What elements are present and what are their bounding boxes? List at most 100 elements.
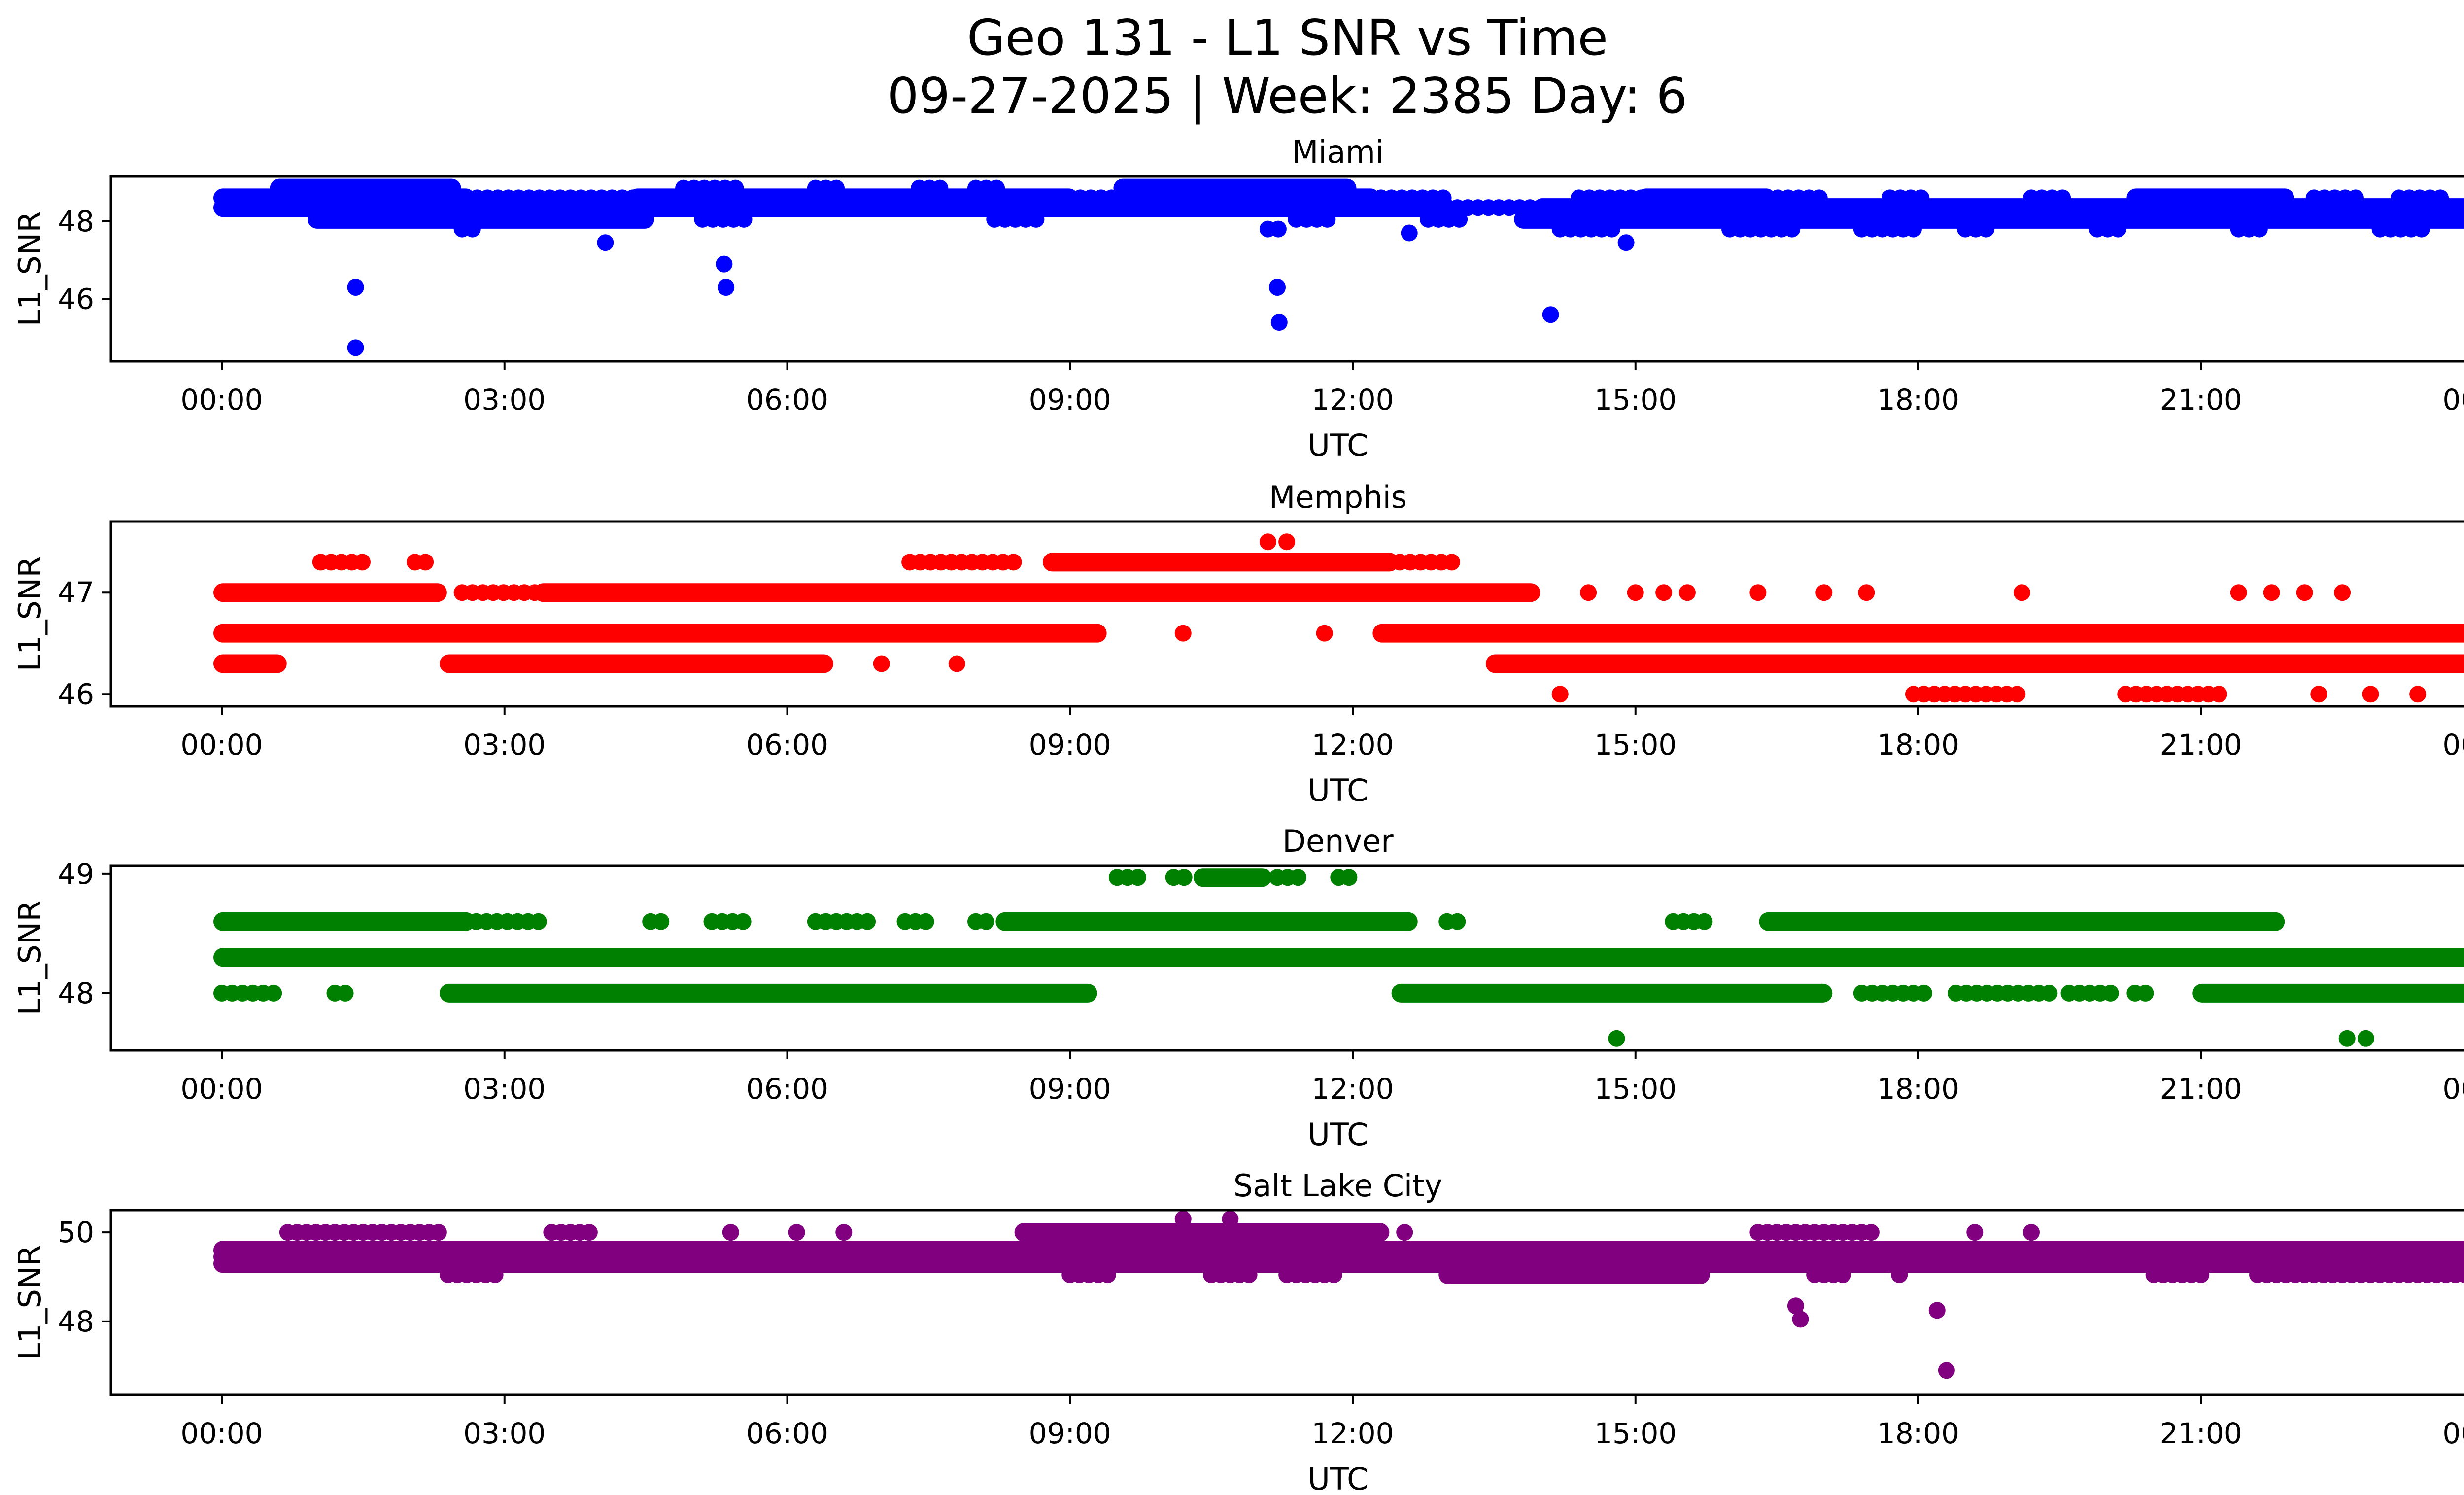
x-tick-label: 00:00 <box>180 383 263 417</box>
scatter-point <box>1174 625 1192 642</box>
scatter-point <box>624 189 641 207</box>
scatter-point <box>1617 234 1635 251</box>
scatter-point <box>1580 584 1597 601</box>
scatter-point <box>1696 913 1713 930</box>
scatter-point <box>2192 1266 2210 1284</box>
scatter-band <box>440 654 833 673</box>
y-tick-label: 46 <box>58 677 94 711</box>
scatter-band <box>534 583 1540 602</box>
plot-frame <box>109 1209 2464 1396</box>
x-tick-label: 03:00 <box>463 1072 546 1106</box>
scatter-band <box>1372 624 2464 643</box>
scatter-point <box>716 255 733 273</box>
scatter-band <box>1194 868 1272 887</box>
scatter-point <box>2013 584 2030 601</box>
subplot-title-denver: Denver <box>1282 823 1394 859</box>
scatter-point <box>1451 210 1468 228</box>
scatter-point <box>2456 1266 2464 1283</box>
scatter-point <box>1099 1266 1116 1284</box>
scatter-point <box>265 984 282 1002</box>
scatter-band <box>1759 912 2285 931</box>
scatter-point <box>1783 220 1801 238</box>
scatter-band <box>213 624 1107 643</box>
scatter-band <box>1438 1265 1710 1285</box>
scatter-point <box>2347 189 2364 207</box>
scatter-point <box>2137 984 2154 1002</box>
scatter-point <box>1113 189 1130 207</box>
scatter-point <box>1175 869 1193 886</box>
scatter-point <box>2041 984 2058 1002</box>
x-tick-label: 03:00 <box>463 728 546 762</box>
x-tick-label: 12:00 <box>1311 383 1394 417</box>
x-axis-label: UTC <box>1308 1116 1369 1152</box>
scatter-point <box>859 913 876 930</box>
figure-suptitle: Geo 131 - L1 SNR vs Time 09-27-2025 | We… <box>0 9 2464 125</box>
scatter-band <box>213 948 2464 967</box>
x-tick-label: 15:00 <box>1594 383 1677 417</box>
scatter-point <box>1174 1211 1192 1228</box>
scatter-point <box>788 1224 805 1241</box>
scatter-point <box>2409 686 2427 703</box>
x-tick-label: 00:00 <box>2442 1417 2464 1450</box>
x-tick-label: 00:00 <box>180 1417 263 1450</box>
plot-frame <box>109 175 2464 363</box>
x-axis-label: UTC <box>1308 772 1369 808</box>
scatter-point <box>530 913 547 930</box>
x-tick-label: 00:00 <box>2442 383 2464 417</box>
scatter-point <box>1449 913 1466 930</box>
scatter-point <box>2251 220 2268 238</box>
scatter-point <box>1278 533 1296 551</box>
x-axis-label: UTC <box>1308 1461 1369 1495</box>
scatter-point <box>917 913 934 930</box>
y-tick-label: 48 <box>58 976 94 1010</box>
scatter-point <box>827 179 845 197</box>
scatter-point <box>652 913 670 930</box>
scatter-point <box>2210 686 2227 703</box>
x-tick-label: 18:00 <box>1877 1417 1959 1450</box>
scatter-point <box>1396 1224 1413 1241</box>
scatter-point <box>2263 584 2280 601</box>
scatter-point <box>1862 1224 1880 1241</box>
scatter-point <box>1815 584 1833 601</box>
scatter-point <box>2102 984 2119 1002</box>
scatter-band <box>440 983 1097 1003</box>
x-tick-label: 12:00 <box>1311 1417 1394 1450</box>
figure-title: Geo 131 - L1 SNR vs Time <box>967 9 1608 67</box>
scatter-point <box>1319 210 1336 228</box>
scatter-point <box>1222 1211 1239 1228</box>
scatter-point <box>1905 220 1922 238</box>
scatter-point <box>1005 554 1022 571</box>
x-tick-label: 15:00 <box>1594 1417 1677 1450</box>
figure-subtitle: 09-27-2025 | Week: 2385 Day: 6 <box>887 67 1688 125</box>
scatter-point <box>1290 869 1307 886</box>
scatter-point <box>978 913 995 930</box>
scatter-point <box>1938 1362 1955 1379</box>
scatter-point <box>718 279 735 296</box>
scatter-point <box>1966 1224 1984 1241</box>
y-tick-label: 48 <box>58 205 94 238</box>
scatter-point <box>1678 584 1696 601</box>
scatter-point <box>337 984 354 1002</box>
scatter-point <box>1627 584 1644 601</box>
scatter-point <box>581 1224 598 1241</box>
x-tick-label: 21:00 <box>2160 728 2242 762</box>
scatter-point <box>1340 869 1358 886</box>
scatter-point <box>486 1266 504 1284</box>
scatter-band <box>995 912 1418 931</box>
scatter-point <box>1259 533 1276 551</box>
scatter-point <box>347 339 364 356</box>
scatter-point <box>1655 584 1673 601</box>
subplot-title-salt-lake-city: Salt Lake City <box>1233 1168 1442 1204</box>
y-axis-label: L1_SNR <box>12 211 48 327</box>
scatter-point <box>722 1224 739 1241</box>
x-tick-label: 03:00 <box>463 383 546 417</box>
scatter-point <box>1891 1266 1908 1284</box>
x-tick-label: 18:00 <box>1877 728 1959 762</box>
scatter-point <box>353 554 371 571</box>
scatter-band <box>213 912 476 931</box>
scatter-point <box>1915 984 1932 1002</box>
x-tick-label: 09:00 <box>1029 383 1111 417</box>
scatter-point <box>1532 199 1549 216</box>
